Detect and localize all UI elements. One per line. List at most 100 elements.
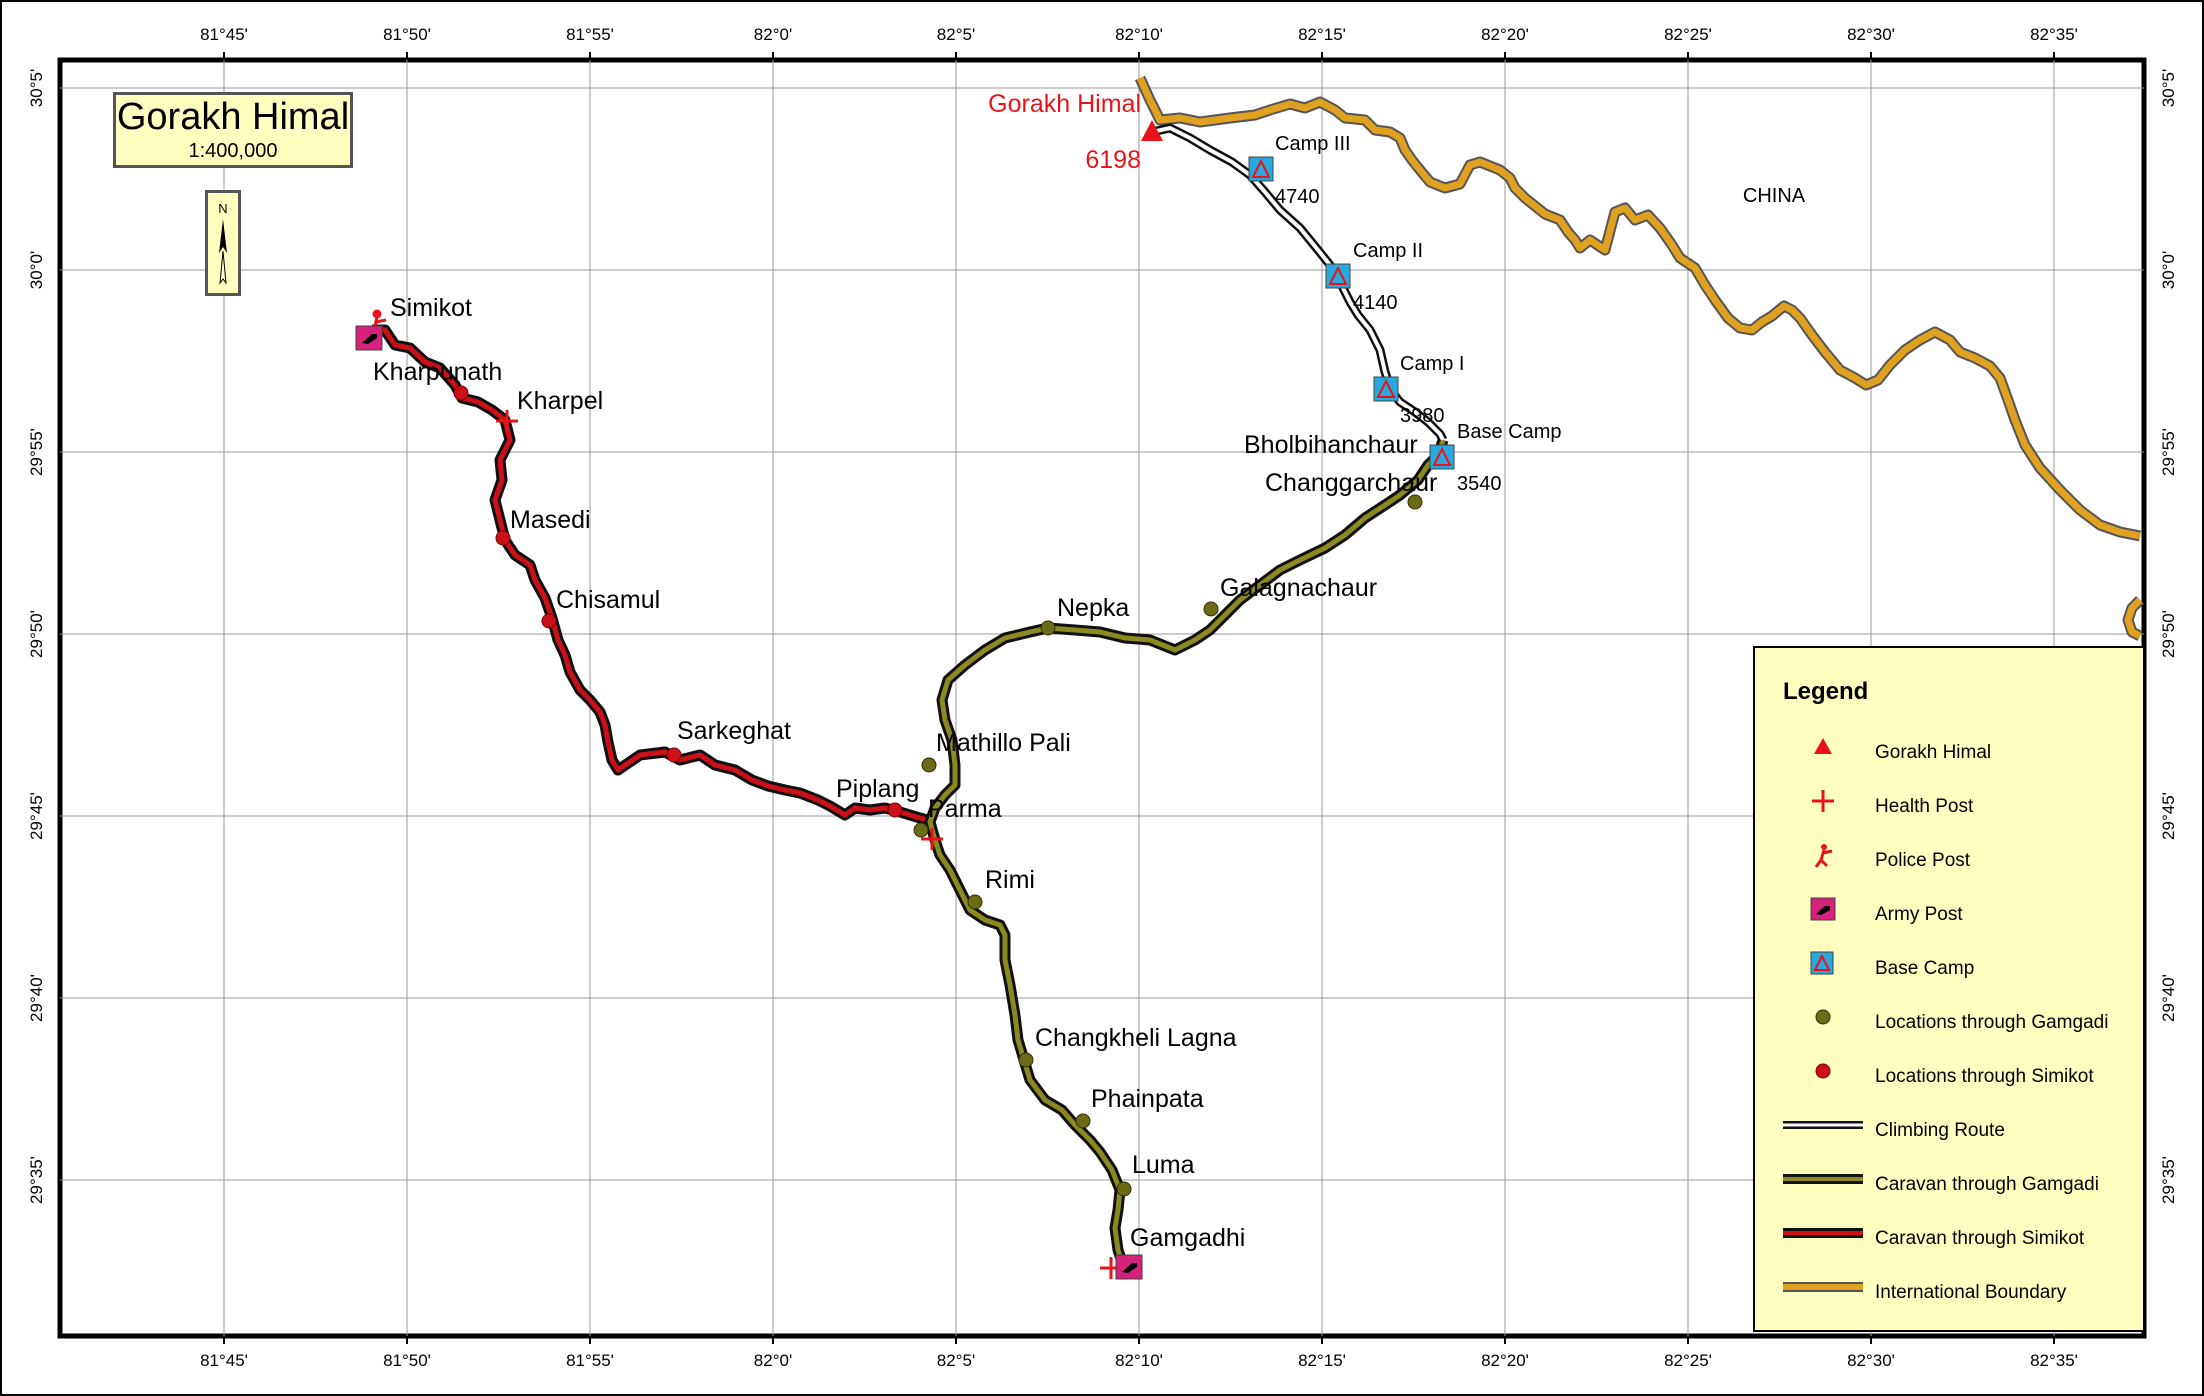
peak-name-label: Gorakh Himal — [988, 90, 1141, 118]
lon-tick-bottom: 82°20' — [1481, 1351, 1529, 1370]
simikot-route-line-icon — [1783, 1228, 1863, 1238]
lon-tick-bottom: 82°5' — [937, 1351, 975, 1370]
north-label: N — [218, 201, 227, 216]
place-label: Phainpata — [1091, 1085, 1204, 1113]
lat-tick-right: 29°45' — [2159, 792, 2178, 840]
legend-item-label: Caravan through Simikot — [1875, 1228, 2085, 1249]
camp-elevation-label: 3980 — [1400, 405, 1445, 427]
gamgadi-dot-icon — [921, 757, 937, 773]
simikot-dot-icon — [453, 385, 469, 401]
lat-tick-right: 29°50' — [2159, 610, 2178, 658]
camp-elevation-label: 4740 — [1275, 186, 1320, 208]
lon-tick-top: 82°10' — [1115, 25, 1163, 44]
simikot-caravan-route — [372, 324, 937, 828]
place-label: Kharpunath — [373, 358, 502, 386]
lon-tick-top: 81°50' — [383, 25, 431, 44]
legend-item-label: International Boundary — [1875, 1282, 2067, 1303]
legend-item: Gorakh Himal — [1755, 734, 2145, 774]
legend-item-label: Health Post — [1875, 796, 1974, 817]
lon-tick-bottom: 82°15' — [1298, 1351, 1346, 1370]
legend-item: Climbing Route — [1755, 1112, 2145, 1152]
lon-tick-top: 82°0' — [754, 25, 792, 44]
lon-tick-bottom: 81°55' — [566, 1351, 614, 1370]
gamgadi-dot-icon — [967, 894, 983, 910]
boundary-line-icon — [1783, 1282, 1863, 1292]
place-label: Gamgadhi — [1130, 1224, 1245, 1252]
base-camp-tent-icon — [1810, 951, 1834, 975]
lon-tick-bottom: 82°25' — [1664, 1351, 1712, 1370]
lat-tick-left: 30°5' — [27, 69, 46, 107]
lon-tick-bottom: 82°35' — [2030, 1351, 2078, 1370]
gamgadi-dot-icon — [1075, 1113, 1091, 1129]
lon-tick-top: 82°35' — [2030, 25, 2078, 44]
gamgadi-dot-icon — [913, 822, 929, 838]
place-label: Changgarchaur — [1265, 469, 1437, 497]
map-scale: 1:400,000 — [188, 140, 278, 162]
gamgadi-dot-icon — [1018, 1052, 1034, 1068]
police-post-icon — [1814, 844, 1833, 868]
lat-tick-left: 29°40' — [27, 974, 46, 1022]
legend-item: Police Post — [1755, 842, 2145, 882]
place-label: Chisamul — [556, 586, 660, 614]
health-posts — [496, 410, 1122, 1279]
lon-tick-bottom: 81°45' — [200, 1351, 248, 1370]
peak-triangle-icon — [1141, 120, 1163, 141]
lat-tick-right: 29°40' — [2159, 974, 2178, 1022]
legend-item: Locations through Simikot — [1755, 1058, 2145, 1098]
place-label: Bholbihanchaur — [1244, 431, 1418, 459]
army-post-icon — [1810, 897, 1836, 921]
lon-tick-bottom: 81°50' — [383, 1351, 431, 1370]
health-post-cross-icon — [1812, 790, 1834, 812]
lat-tick-right: 29°55' — [2159, 428, 2178, 476]
place-label: Piplang — [836, 775, 919, 803]
simikot-dot-icon — [887, 802, 903, 818]
simikot-dot-icon — [1815, 1063, 1831, 1079]
gamgadi-dot-icon — [1407, 494, 1423, 510]
lon-tick-top: 82°5' — [937, 25, 975, 44]
camp-elevation-label: 4140 — [1353, 292, 1398, 314]
place-label: Parma — [928, 795, 1002, 823]
north-arrow-icon: N — [218, 201, 228, 285]
simikot-dot-icon — [495, 530, 511, 546]
lat-tick-left: 29°50' — [27, 610, 46, 658]
legend-item-label: Army Post — [1875, 904, 1963, 925]
gamgadi-route-line-icon — [1783, 1174, 1863, 1184]
legend: Legend Gorakh Himal Health Post Police P… — [1753, 646, 2145, 1332]
health-post-cross-icon — [496, 410, 518, 432]
place-label: Luma — [1132, 1151, 1195, 1179]
legend-item-label: Climbing Route — [1875, 1120, 2005, 1141]
camp-label: Camp I — [1400, 353, 1464, 375]
gamgadi-dot-icon — [1203, 601, 1219, 617]
gamgadi-location-dots — [913, 494, 1423, 1197]
health-post-cross-icon — [921, 828, 943, 850]
place-label: Kharpel — [517, 387, 603, 415]
legend-item-label: Locations through Simikot — [1875, 1066, 2094, 1087]
legend-item: Base Camp — [1755, 950, 2145, 990]
lon-tick-top: 82°25' — [1664, 25, 1712, 44]
legend-item: Locations through Gamgadi — [1755, 1004, 2145, 1044]
legend-item: Health Post — [1755, 788, 2145, 828]
lon-tick-top: 82°30' — [1847, 25, 1895, 44]
camp-elevation-label: 3540 — [1457, 473, 1502, 495]
lon-tick-top: 82°15' — [1298, 25, 1346, 44]
legend-item-label: Gorakh Himal — [1875, 742, 1992, 763]
lat-tick-left: 29°55' — [27, 428, 46, 476]
place-label: Masedi — [510, 506, 591, 534]
simikot-location-dots — [453, 385, 903, 818]
legend-item-label: Locations through Gamgadi — [1875, 1012, 2109, 1033]
legend-item-label: Base Camp — [1875, 958, 1975, 979]
lon-tick-bottom: 82°10' — [1115, 1351, 1163, 1370]
legend-item: Caravan through Gamgadi — [1755, 1166, 2145, 1206]
camp-label: Camp III — [1275, 133, 1351, 155]
map-title-box: Gorakh Himal 1:400,000 — [113, 92, 353, 168]
peak-triangle-icon — [1814, 738, 1832, 754]
gamgadi-dot-icon — [1040, 620, 1056, 636]
legend-item: Army Post — [1755, 896, 2145, 936]
legend-item: Caravan through Simikot — [1755, 1220, 2145, 1260]
gamgadi-dot-icon — [1815, 1009, 1831, 1025]
place-label: Galagnachaur — [1220, 574, 1377, 602]
lon-tick-bottom: 82°0' — [754, 1351, 792, 1370]
lat-tick-right: 30°5' — [2159, 69, 2178, 107]
peak-elevation-label: 6198 — [1085, 146, 1141, 174]
place-label: Sarkeghat — [677, 717, 791, 745]
